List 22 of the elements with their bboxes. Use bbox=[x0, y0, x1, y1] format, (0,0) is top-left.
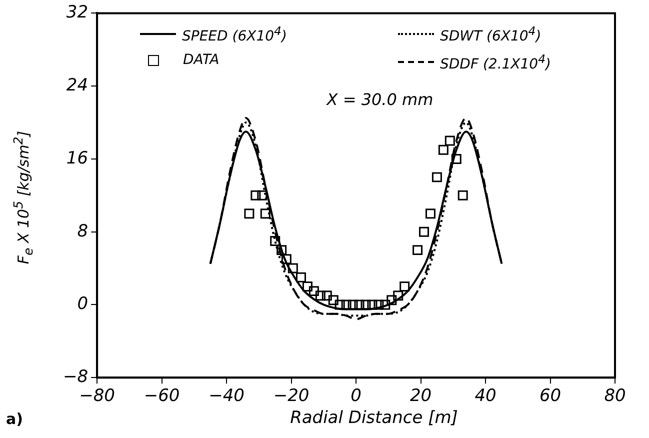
x-tick-label: −80 bbox=[79, 386, 116, 406]
legend-label: SDDF (2.1X10$^{4}$) bbox=[440, 52, 551, 73]
x-tick-label: 0 bbox=[350, 386, 362, 406]
legend-label: SPEED (6X10$^{4}$) bbox=[182, 24, 287, 45]
x-tick-label: −40 bbox=[208, 386, 244, 406]
y-tick-label: 16 bbox=[66, 148, 88, 168]
x-tick-label: −20 bbox=[273, 386, 310, 406]
x-tick-label: 60 bbox=[539, 386, 562, 406]
x-tick-label: 80 bbox=[604, 386, 626, 406]
annotation: X = 30.0 mm bbox=[325, 90, 434, 109]
text: a) bbox=[6, 410, 23, 428]
legend-label: DATA bbox=[183, 52, 220, 68]
x-axis-title: Radial Distance [m] bbox=[289, 408, 459, 428]
y-tick-label: −8 bbox=[63, 367, 88, 388]
y-tick-label: 24 bbox=[66, 76, 88, 96]
x-tick-label: 20 bbox=[410, 386, 432, 406]
y-tick-label: 0 bbox=[77, 294, 88, 314]
legend-label: SDWT (6X10$^{4}$) bbox=[440, 24, 542, 45]
y-tick-label: 8 bbox=[77, 221, 88, 242]
x-tick-label: 40 bbox=[474, 386, 496, 406]
y-tick-label: 32 bbox=[66, 2, 88, 23]
x-tick-label: −60 bbox=[144, 386, 180, 406]
